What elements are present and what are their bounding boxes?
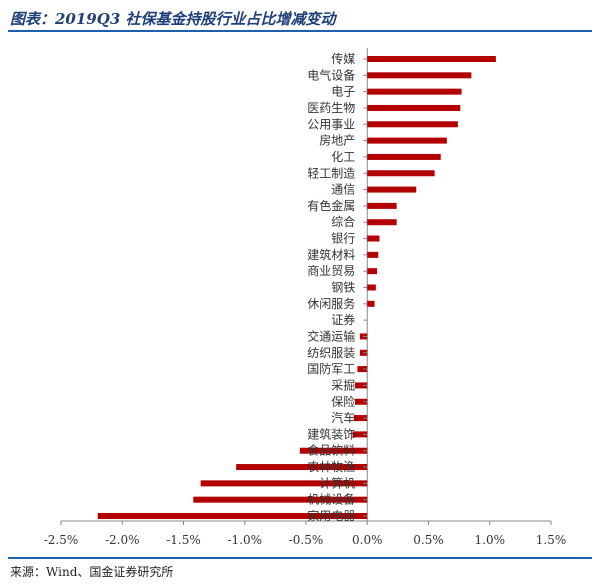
x-tick-label: -2.5% xyxy=(44,533,79,547)
bar xyxy=(367,251,379,258)
bar xyxy=(367,219,397,226)
category-label: 纺织服装 xyxy=(307,346,355,360)
category-label: 电子 xyxy=(331,85,355,99)
bar xyxy=(367,235,380,242)
category-label: 保险 xyxy=(331,394,355,409)
bar xyxy=(299,447,368,454)
bar xyxy=(367,284,376,291)
category-label: 休闲服务 xyxy=(307,296,355,311)
bar xyxy=(367,300,375,307)
category-label: 农林牧渔 xyxy=(307,460,355,474)
bar xyxy=(355,398,368,405)
category-label: 房地产 xyxy=(319,133,355,148)
bar xyxy=(367,72,472,79)
bar xyxy=(236,464,368,471)
bar xyxy=(367,56,496,62)
category-label: 轻工制造 xyxy=(307,166,355,180)
bar xyxy=(353,415,368,422)
category-label: 计算机 xyxy=(319,475,355,490)
category-label: 建筑材料 xyxy=(307,247,355,262)
bottom-rule xyxy=(8,557,592,559)
source-note: 来源：Wind、国金证券研究所 xyxy=(10,565,174,579)
category-label: 钢铁 xyxy=(331,281,355,295)
category-label: 电气设备 xyxy=(307,67,355,82)
category-label: 银行 xyxy=(331,232,355,246)
bar xyxy=(97,513,368,519)
category-label: 家用电器 xyxy=(307,508,355,523)
category-label: 食品饮料 xyxy=(307,443,355,458)
bar xyxy=(355,382,368,389)
category-label: 商业贸易 xyxy=(307,263,355,278)
x-tick-label: -1.5% xyxy=(166,533,201,547)
bar xyxy=(352,431,368,438)
x-tick-label: 0.0% xyxy=(352,533,383,547)
bar xyxy=(367,186,417,193)
category-label: 传媒 xyxy=(331,51,355,66)
x-tick-label: -0.5% xyxy=(289,533,324,547)
x-tick-label: 1.5% xyxy=(536,533,567,547)
bar xyxy=(367,153,441,160)
title-bar: 图表：2019Q3 社保基金持股行业占比增减变动 xyxy=(8,6,592,32)
bar xyxy=(367,121,458,128)
bar xyxy=(367,104,461,111)
x-tick-label: -2.0% xyxy=(105,533,140,547)
category-label: 机械设备 xyxy=(307,492,355,507)
bar xyxy=(367,137,447,144)
bar xyxy=(367,202,397,209)
category-label: 医药生物 xyxy=(307,101,355,115)
x-tick-label: 1.0% xyxy=(475,533,506,547)
bar xyxy=(193,496,368,503)
category-label: 采掘 xyxy=(331,377,355,392)
category-label: 通信 xyxy=(331,183,355,197)
category-label: 汽车 xyxy=(331,410,355,425)
bar xyxy=(367,170,435,177)
bar xyxy=(200,480,368,487)
category-label: 建筑装饰 xyxy=(307,426,355,441)
bar xyxy=(367,88,462,95)
category-label: 化工 xyxy=(331,150,355,164)
category-label: 国防军工 xyxy=(307,361,355,376)
category-label: 综合 xyxy=(331,214,355,229)
category-label: 公用事业 xyxy=(307,117,355,131)
bar xyxy=(367,268,378,275)
category-label: 证券 xyxy=(331,312,355,327)
category-label: 有色金属 xyxy=(307,198,355,213)
chart-title: 图表：2019Q3 社保基金持股行业占比增减变动 xyxy=(10,10,336,28)
x-tick-label: -1.0% xyxy=(227,533,262,547)
category-label: 交通运输 xyxy=(307,328,355,343)
x-tick-label: 0.5% xyxy=(413,533,444,547)
bar xyxy=(357,366,368,373)
